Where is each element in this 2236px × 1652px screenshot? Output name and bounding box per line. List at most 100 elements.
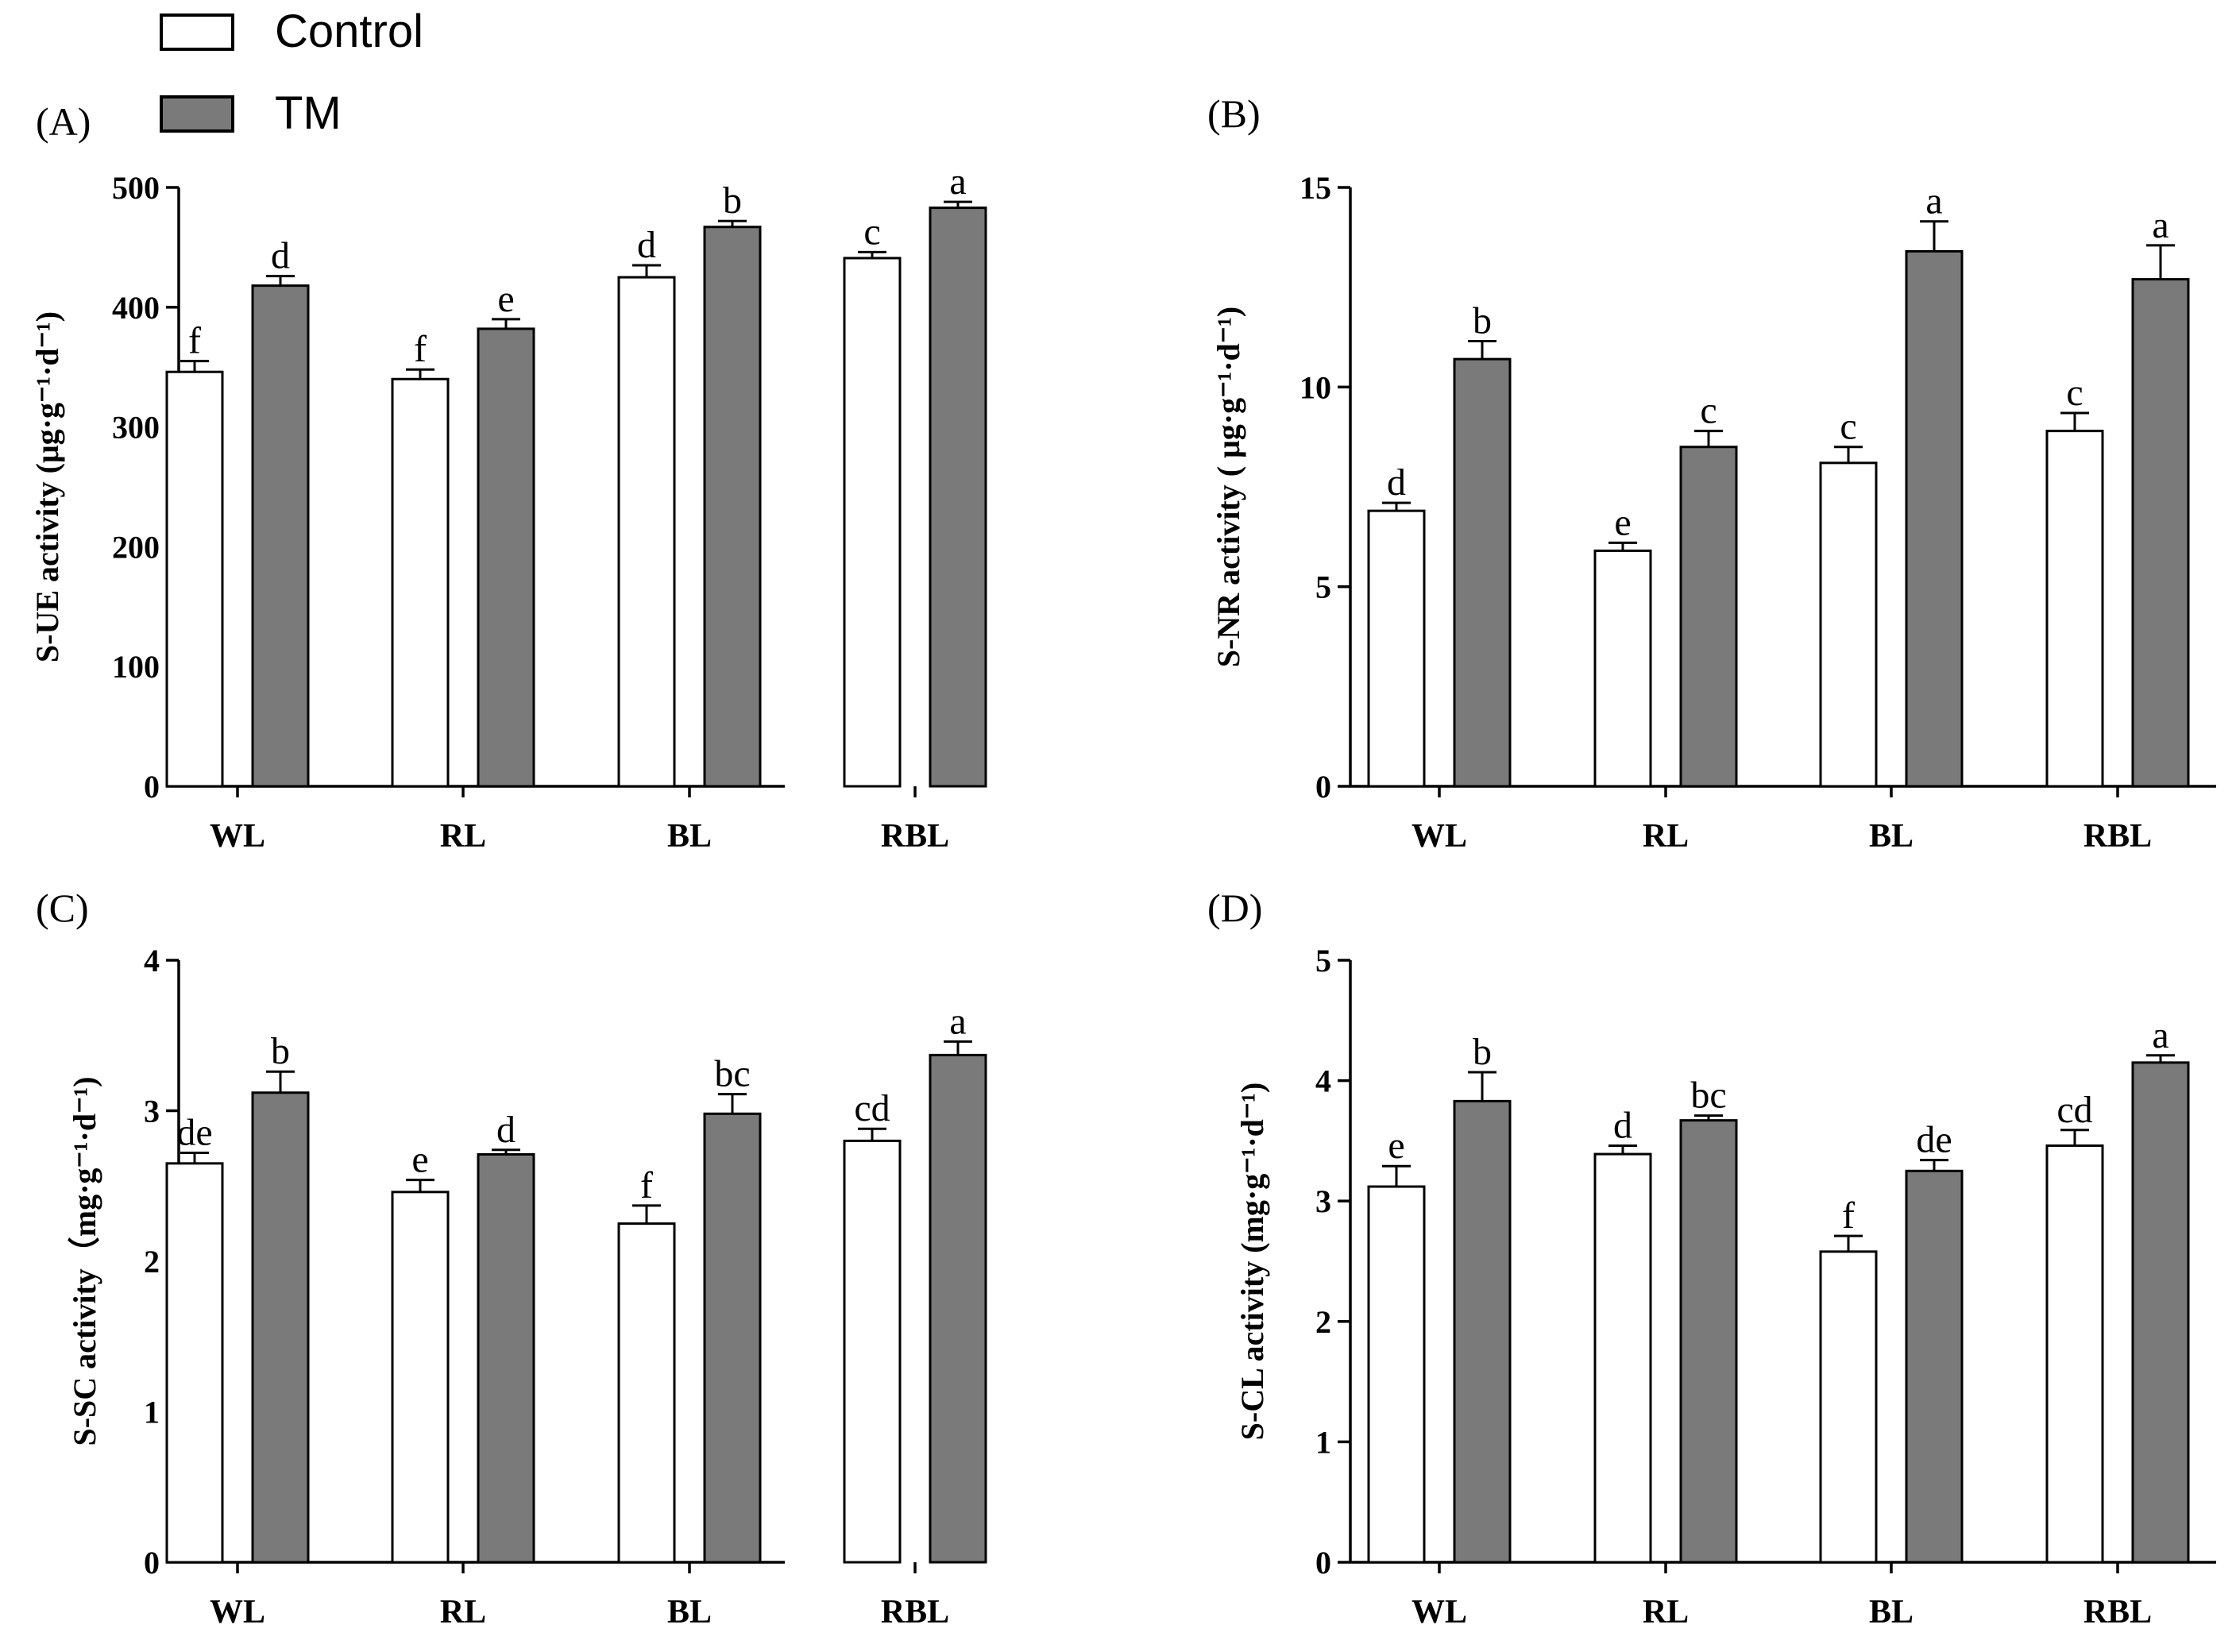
y-tick-label: 100: [112, 649, 160, 685]
bar-tm-wl: [251, 284, 310, 788]
bar-control-rbl: [2045, 430, 2104, 788]
y-axis-label: S-NR activity ( μg·g⁻¹·d⁻¹): [1211, 307, 1246, 667]
y-tick-label: 15: [1300, 170, 1331, 206]
panel-label: (B): [1207, 91, 1261, 136]
chart-panel-d: (D) S-CL activity (mg·g⁻¹·d⁻¹) 0 1 2 3 4 5 WL e b R…: [1207, 886, 2216, 1631]
bar-control-bl: [617, 276, 676, 788]
y-tick-label: 3: [1315, 1183, 1331, 1219]
x-tick-label: WL: [210, 1594, 265, 1631]
x-tick-label: RBL: [2083, 1594, 2152, 1631]
bar-tm-bl: [1905, 1169, 1964, 1564]
bar-tm-rl: [477, 1152, 535, 1564]
x-tick-label: RL: [1643, 818, 1689, 855]
significance-letter: f: [1842, 1195, 1855, 1237]
bar-control-wl: [1367, 509, 1426, 788]
significance-letter: e: [1614, 501, 1631, 543]
bar-tm-wl: [251, 1091, 310, 1564]
bar-control-rbl: [843, 1139, 902, 1564]
legend-label-tm: TM: [275, 87, 342, 139]
significance-letter: b: [271, 1030, 290, 1072]
y-tick-label: 0: [144, 769, 160, 805]
bar-control-rl: [391, 377, 450, 788]
x-tick-label: BL: [667, 818, 712, 855]
x-tick-label: WL: [1411, 1594, 1467, 1631]
y-tick-label: 10: [1300, 369, 1331, 405]
bar-control-wl: [1367, 1185, 1426, 1564]
bar-tm-rl: [1679, 446, 1738, 788]
significance-letter: a: [949, 1000, 966, 1042]
significance-letter: d: [1613, 1104, 1632, 1146]
bar-tm-bl: [703, 226, 762, 788]
y-tick-label: 0: [144, 1545, 160, 1581]
y-tick-label: 0: [1315, 1545, 1331, 1581]
y-tick-label: 400: [112, 290, 160, 326]
bar-control-rl: [1593, 549, 1652, 788]
bar-control-wl: [165, 370, 224, 788]
bar-tm-rbl: [929, 1053, 987, 1564]
y-tick-label: 1: [1315, 1424, 1331, 1460]
bar-tm-rl: [477, 327, 535, 788]
significance-letter: bc: [714, 1053, 750, 1095]
bar-control-rbl: [843, 257, 902, 788]
significance-letter: d: [1387, 461, 1406, 504]
y-axis-label: S-CL activity (mg·g⁻¹·d⁻¹): [1234, 1083, 1270, 1441]
y-axis-label: S-SC activity（mg·g⁻¹·d⁻¹): [67, 1076, 102, 1446]
significance-letter: f: [188, 320, 201, 362]
x-tick-label: WL: [210, 818, 265, 855]
significance-letter: cd: [2056, 1089, 2092, 1131]
y-tick-label: 3: [144, 1094, 160, 1129]
y-tick-label: 2: [1315, 1304, 1331, 1340]
legend-swatch-tm: [160, 95, 234, 133]
legend-label-control: Control: [275, 6, 423, 57]
chart-panel-a: (A) S-UE activity (μg·g⁻¹·d⁻¹) 0 100 200 300 4…: [29, 99, 987, 855]
x-tick-label: BL: [667, 1594, 712, 1631]
significance-letter: b: [723, 179, 742, 222]
bar-tm-rl: [1679, 1119, 1738, 1564]
bar-control-bl: [617, 1222, 676, 1564]
significance-letter: c: [2066, 372, 2083, 414]
y-tick-label: 0: [1315, 769, 1331, 805]
significance-letter: a: [949, 160, 966, 203]
x-tick-label: WL: [1411, 818, 1467, 855]
y-tick-label: 500: [112, 170, 160, 206]
legend: Control TM: [160, 6, 423, 139]
y-tick-label: 5: [1315, 943, 1331, 978]
significance-letter: d: [271, 235, 290, 277]
bar-tm-rbl: [929, 206, 987, 788]
significance-letter: f: [640, 1164, 653, 1206]
y-axis-label: S-UE activity (μg·g⁻¹·d⁻¹): [29, 311, 65, 662]
significance-letter: de: [1916, 1119, 1952, 1161]
chart-panel-b: (B) S-NR activity ( μg·g⁻¹·d⁻¹) 0 5 10 15 WL d b…: [1207, 91, 2216, 855]
significance-letter: c: [863, 210, 880, 253]
x-tick-label: RL: [1643, 1594, 1689, 1631]
significance-letter: d: [637, 224, 656, 266]
bar-control-bl: [1819, 461, 1878, 788]
bar-tm-rbl: [2131, 278, 2190, 788]
significance-letter: cd: [854, 1087, 890, 1129]
significance-letter: e: [1388, 1125, 1404, 1167]
y-tick-label: 1: [144, 1395, 160, 1430]
x-tick-label: RBL: [881, 818, 949, 855]
significance-letter: de: [176, 1112, 212, 1154]
x-tick-label: BL: [1869, 818, 1914, 855]
x-tick-label: RL: [440, 818, 486, 855]
x-tick-label: RBL: [2083, 818, 2152, 855]
significance-letter: a: [2152, 204, 2168, 246]
bar-control-rl: [1593, 1152, 1652, 1564]
y-tick-label: 5: [1315, 569, 1331, 605]
bar-tm-bl: [703, 1112, 762, 1564]
significance-letter: bc: [1690, 1075, 1726, 1117]
panel-label: (D): [1207, 886, 1262, 930]
bar-control-wl: [165, 1162, 224, 1564]
y-tick-label: 4: [1315, 1063, 1331, 1099]
bar-tm-wl: [1453, 357, 1512, 788]
significance-letter: b: [1473, 300, 1492, 342]
x-tick-label: BL: [1869, 1594, 1914, 1631]
bar-tm-bl: [1905, 249, 1964, 788]
significance-letter: e: [411, 1139, 428, 1181]
bar-tm-rbl: [2131, 1061, 2190, 1564]
chart-panel-c: (C)S-SC activity（mg·g⁻¹·d⁻¹)01234WLdebRL…: [36, 886, 987, 1631]
significance-letter: e: [497, 278, 514, 320]
significance-letter: f: [414, 328, 427, 370]
